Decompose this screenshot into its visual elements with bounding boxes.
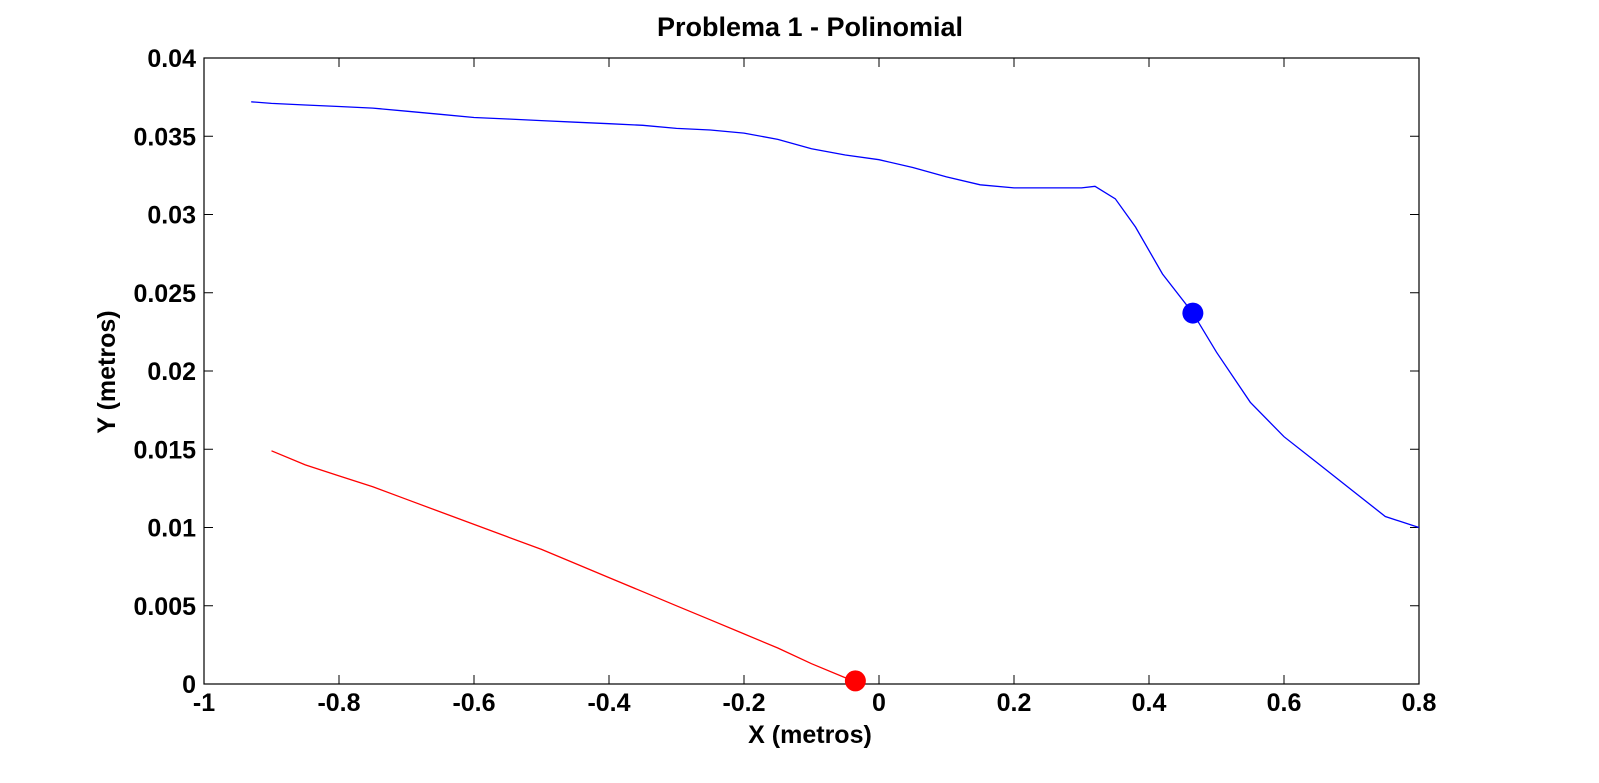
- x-tick-label: -1: [193, 689, 215, 717]
- y-tick-label: 0.005: [133, 593, 196, 621]
- y-tick-label: 0.01: [147, 515, 196, 543]
- plot-area: [203, 57, 1420, 685]
- y-tick-label: 0.04: [147, 45, 196, 73]
- chart-title: Problema 1 - Polinomial: [657, 12, 963, 42]
- x-tick-label: -0.6: [452, 689, 495, 717]
- x-tick-label: 0.8: [1402, 689, 1437, 717]
- series-group: [251, 101, 1420, 692]
- series-line-2: [271, 450, 859, 682]
- y-tick-label: 0.02: [147, 358, 196, 386]
- series-line-1: [251, 101, 1420, 529]
- y-tick-label: 0.03: [147, 202, 196, 230]
- y-tick-label: 0.025: [133, 280, 196, 308]
- plot-frame: [203, 57, 1420, 685]
- x-tick-label: 0: [872, 689, 886, 717]
- y-tick-label: 0: [182, 671, 196, 699]
- x-tick-label: 0.6: [1267, 689, 1302, 717]
- x-tick-label: 0.2: [997, 689, 1032, 717]
- x-tick-label: -0.2: [722, 689, 765, 717]
- y-tick-label: 0.035: [133, 123, 196, 151]
- x-axis-label: X (metros): [748, 721, 872, 749]
- axis-ticks: [203, 57, 1420, 685]
- series-marker-2: [844, 670, 866, 692]
- y-axis-label: Y (metros): [93, 310, 121, 433]
- x-tick-label: 0.4: [1132, 689, 1167, 717]
- tick-labels: -1 -0.8 -0.6 -0.4 -0.2 0 0.2 0.4 0.6 0.8 0 0.005 0.0…: [133, 45, 1436, 717]
- series-marker-1: [1182, 302, 1204, 324]
- x-tick-label: -0.4: [587, 689, 630, 717]
- y-tick-label: 0.015: [133, 436, 196, 464]
- x-tick-label: -0.8: [317, 689, 360, 717]
